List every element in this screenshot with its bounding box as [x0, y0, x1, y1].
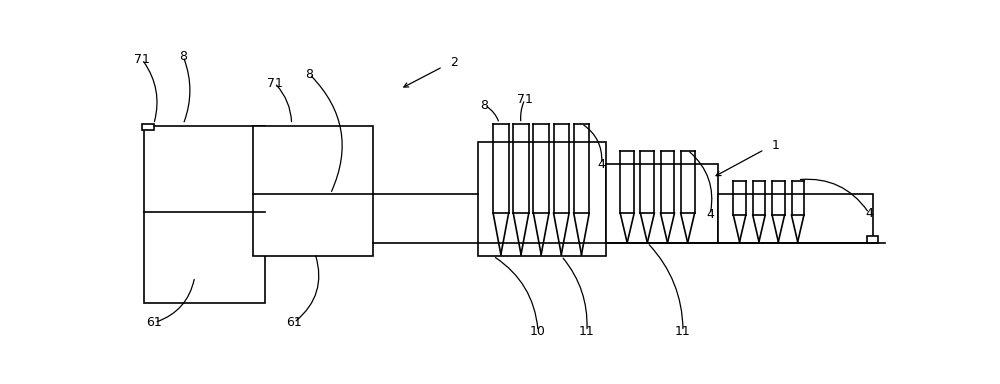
Bar — [867, 236, 878, 243]
Bar — [142, 124, 154, 130]
Bar — [718, 194, 873, 243]
Text: 8: 8 — [481, 99, 489, 112]
Bar — [606, 164, 718, 243]
Text: 4: 4 — [706, 208, 714, 221]
Text: 11: 11 — [579, 325, 595, 338]
Text: 71: 71 — [134, 53, 150, 66]
Text: 61: 61 — [286, 316, 302, 329]
Text: 11: 11 — [675, 325, 691, 338]
Text: 4: 4 — [598, 158, 606, 171]
Text: 71: 71 — [267, 76, 283, 89]
Text: 71: 71 — [517, 93, 533, 106]
Bar — [478, 142, 606, 256]
Text: 4: 4 — [865, 207, 873, 220]
Bar — [253, 126, 373, 256]
Text: 8: 8 — [179, 50, 187, 63]
Text: 1: 1 — [772, 139, 780, 152]
Text: 61: 61 — [147, 316, 162, 329]
Text: 2: 2 — [450, 56, 458, 69]
Text: 10: 10 — [530, 325, 546, 338]
Text: 8: 8 — [305, 68, 313, 81]
Bar — [144, 126, 264, 303]
